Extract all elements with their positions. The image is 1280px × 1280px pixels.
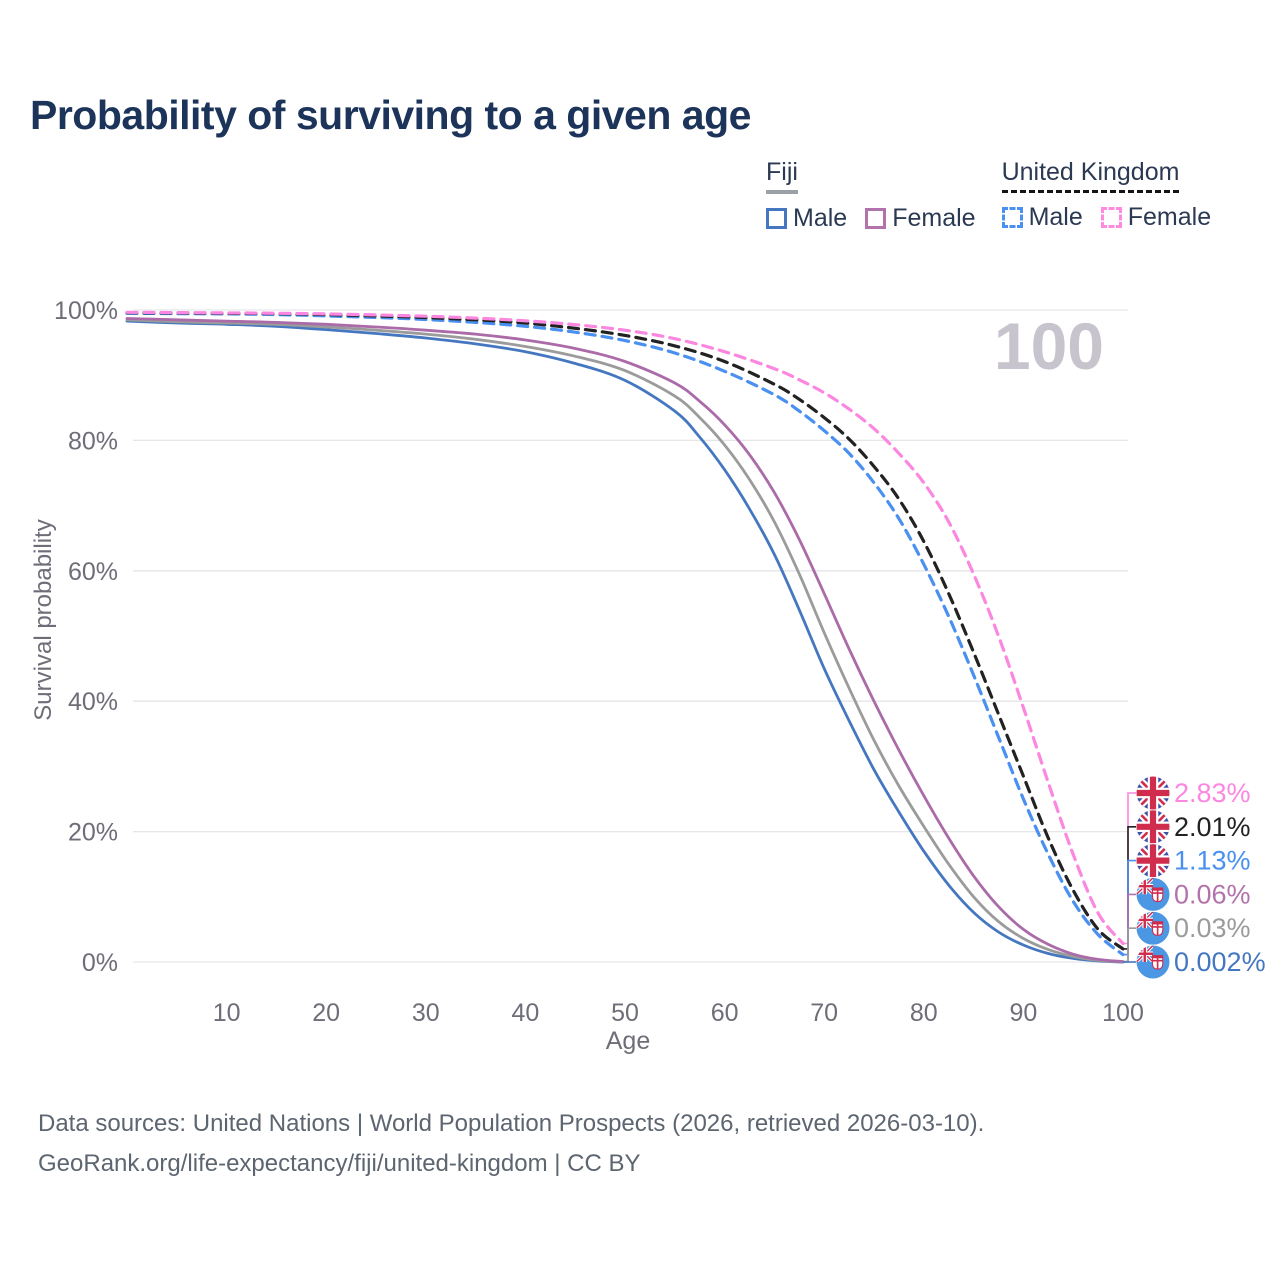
y-tick-label: 20% bbox=[68, 819, 118, 847]
x-tick-label: 80 bbox=[910, 999, 938, 1027]
x-tick-label: 60 bbox=[711, 999, 739, 1027]
uk-female-key-icon bbox=[1100, 207, 1122, 228]
uk-flag-icon bbox=[1136, 844, 1170, 878]
curve-uk-male bbox=[125, 311, 1125, 957]
end-value-label-uk-female: 2.83% bbox=[1174, 778, 1251, 808]
legend-group-united-kingdom: United Kingdom Male Female bbox=[1001, 158, 1212, 233]
end-label-connector-uk-male bbox=[1123, 859, 1136, 956]
legend-country-united-kingdom: United Kingdom bbox=[1001, 158, 1180, 193]
end-value-label-fiji-female: 0.06% bbox=[1174, 879, 1251, 909]
x-tick-label: 100 bbox=[1102, 999, 1144, 1027]
curve-uk-female bbox=[125, 310, 1125, 946]
end-value-label-fiji-total: 0.03% bbox=[1174, 913, 1251, 943]
y-tick-label: 40% bbox=[68, 688, 118, 716]
end-value-label-uk-male: 1.13% bbox=[1174, 846, 1251, 876]
fiji-female-key-icon bbox=[865, 208, 887, 229]
legend-item-fiji-male[interactable]: Male bbox=[766, 204, 847, 233]
legend-item-label: Female bbox=[1127, 203, 1212, 231]
legend-item-fiji-female[interactable]: Female bbox=[865, 204, 976, 233]
y-tick-label: 100% bbox=[54, 297, 118, 325]
legend-keys-united-kingdom: Male Female bbox=[1001, 203, 1212, 232]
end-value-label-uk-total: 2.01% bbox=[1174, 812, 1251, 842]
uk-flag-icon bbox=[1136, 810, 1170, 844]
curve-fiji-male bbox=[125, 319, 1125, 964]
curve-fiji-female bbox=[125, 317, 1125, 963]
chart-footer: Data sources: United Nations | World Pop… bbox=[38, 1104, 984, 1184]
fiji-flag-icon bbox=[1136, 945, 1170, 979]
data-sources-line: Data sources: United Nations | World Pop… bbox=[38, 1110, 985, 1137]
x-tick-label: 50 bbox=[611, 999, 639, 1027]
fiji-male-key-icon bbox=[766, 208, 787, 229]
y-tick-label: 60% bbox=[68, 558, 118, 586]
x-tick-label: 70 bbox=[810, 999, 838, 1027]
attribution-line: GeoRank.org/life-expectancy/fiji/united-… bbox=[38, 1150, 641, 1177]
y-tick-label: 0% bbox=[82, 949, 118, 977]
fiji-flag-icon bbox=[1136, 877, 1170, 911]
legend-item-uk-female[interactable]: Female bbox=[1100, 203, 1212, 232]
page-title: Probability of surviving to a given age bbox=[30, 92, 751, 138]
age-watermark: 100 bbox=[994, 309, 1104, 383]
y-tick-label: 80% bbox=[68, 427, 118, 455]
legend-group-fiji: Fiji Male Female bbox=[766, 158, 976, 233]
x-axis-title: Age bbox=[606, 1027, 650, 1055]
x-tick-label: 10 bbox=[213, 999, 241, 1027]
legend-keys-fiji: Male Female bbox=[766, 204, 976, 233]
legend-item-label: Male bbox=[793, 204, 848, 232]
chart-legend: Fiji Male Female United Kingdom Male bbox=[766, 158, 1211, 233]
legend-item-label: Male bbox=[1028, 203, 1083, 231]
uk-male-key-icon bbox=[1001, 207, 1023, 228]
end-value-label-fiji-male: 0.002% bbox=[1174, 947, 1266, 977]
x-tick-label: 90 bbox=[1009, 999, 1037, 1027]
legend-country-fiji: Fiji bbox=[766, 158, 798, 194]
uk-flag-icon bbox=[1136, 776, 1170, 810]
fiji-flag-icon bbox=[1136, 911, 1170, 945]
x-tick-label: 30 bbox=[412, 999, 440, 1027]
x-tick-label: 20 bbox=[312, 999, 340, 1027]
curve-fiji-total bbox=[125, 318, 1125, 964]
legend-item-uk-male[interactable]: Male bbox=[1001, 203, 1083, 232]
curve-uk-total bbox=[125, 311, 1125, 951]
legend-item-label: Female bbox=[892, 204, 976, 232]
end-label-connector-uk-female bbox=[1123, 792, 1136, 945]
end-label-connector-fiji-total bbox=[1123, 927, 1136, 963]
x-tick-label: 40 bbox=[511, 999, 539, 1027]
end-label-connector-uk-total bbox=[1123, 826, 1136, 950]
